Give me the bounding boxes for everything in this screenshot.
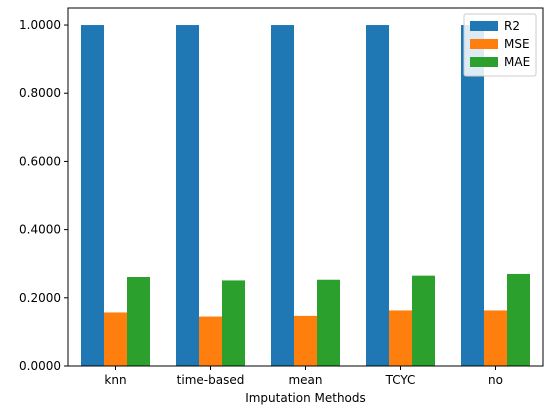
legend-label-mae: MAE <box>504 55 530 69</box>
bar-mse-tcyc <box>389 310 412 366</box>
bar-mse-knn <box>104 312 127 366</box>
x-tick-label: time-based <box>177 373 245 387</box>
bar-mse-time-based <box>199 316 222 366</box>
y-axis: 0.0000 0.2000 0.4000 0.6000 0.8000 1.0000 <box>19 18 68 373</box>
y-tick-label: 0.4000 <box>19 223 61 237</box>
legend-swatch-mae <box>470 57 498 67</box>
bar-r2-tcyc <box>366 25 389 367</box>
bar-mae-mean <box>317 279 340 366</box>
bar-mse-mean <box>294 315 317 366</box>
bar-r2-knn <box>81 25 104 367</box>
bar-mae-time-based <box>222 280 245 366</box>
bar-r2-mean <box>271 25 294 367</box>
bar-mae-no <box>507 273 530 366</box>
legend: R2 MSE MAE <box>463 13 537 77</box>
x-tick-label: knn <box>104 373 126 387</box>
bar-r2-no <box>461 25 484 367</box>
y-tick-label: 0.8000 <box>19 86 61 100</box>
legend-swatch-mse <box>470 39 498 49</box>
y-tick-label: 0.2000 <box>19 291 61 305</box>
x-tick-label: mean <box>288 373 322 387</box>
legend-label-mse: MSE <box>504 37 530 51</box>
bar-r2-time-based <box>176 25 199 367</box>
y-tick-label: 0.0000 <box>19 359 61 373</box>
y-tick-label: 0.6000 <box>19 154 61 168</box>
x-axis-title: Imputation Methods <box>245 391 366 405</box>
y-tick-label: 1.0000 <box>19 18 61 32</box>
bar-mse-no <box>484 310 507 366</box>
x-axis: knn time-based mean TCYC no <box>104 366 503 387</box>
bar-mae-knn <box>127 277 150 366</box>
x-tick-label: TCYC <box>385 373 416 387</box>
bar-mae-tcyc <box>412 275 435 366</box>
bars-layer <box>81 25 530 367</box>
legend-label-r2: R2 <box>504 19 520 33</box>
x-tick-label: no <box>488 373 503 387</box>
legend-swatch-r2 <box>470 21 498 31</box>
